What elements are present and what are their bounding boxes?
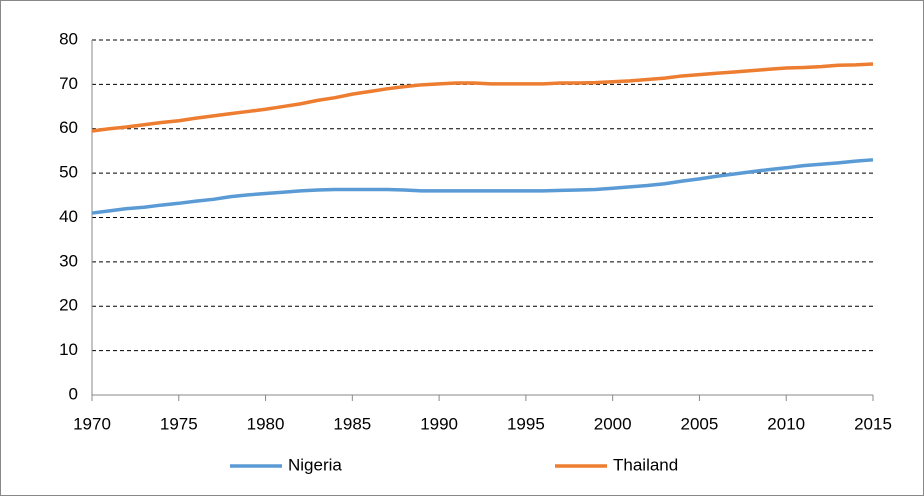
x-tick-label: 1985 [333,414,371,433]
y-tick-label: 10 [59,340,78,359]
legend-label: Thailand [613,455,678,474]
series-line [91,158,874,215]
x-tick-label: 2015 [854,414,892,433]
x-tick-label: 1990 [420,414,458,433]
y-tick-label: 50 [59,163,78,182]
x-tick-label: 1975 [160,414,198,433]
y-tick-label: 40 [59,207,78,226]
y-tick-label: 20 [59,296,78,315]
x-tick-label: 2000 [594,414,632,433]
y-tick-label: 30 [59,251,78,270]
x-tick-label: 1980 [247,414,285,433]
y-tick-label: 0 [69,384,78,403]
legend-label: Nigeria [288,455,342,474]
y-tick-label: 60 [59,118,78,137]
x-tick-label: 1970 [73,414,111,433]
series-line [91,62,874,133]
y-tick-label: 70 [59,74,78,93]
x-tick-label: 2010 [767,414,805,433]
y-tick-label: 80 [59,29,78,48]
x-tick-label: 1995 [507,414,545,433]
x-tick-label: 2005 [681,414,719,433]
